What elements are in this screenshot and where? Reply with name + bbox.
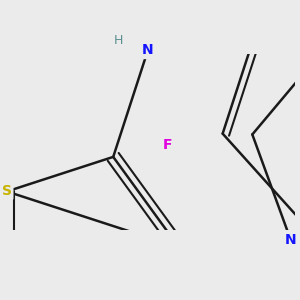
Text: N: N: [142, 44, 154, 58]
Text: N: N: [285, 232, 296, 247]
Text: S: S: [2, 184, 12, 199]
Text: H: H: [113, 34, 123, 47]
Text: F: F: [163, 138, 173, 152]
